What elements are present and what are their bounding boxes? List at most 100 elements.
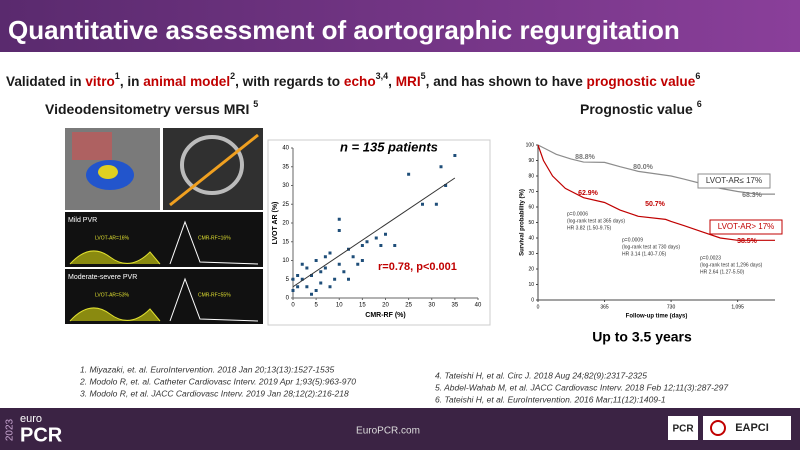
y-tick-label: 20 [282, 221, 289, 227]
stat-note: p=0.0023 [700, 255, 721, 261]
survival-label: 38.5% [737, 238, 758, 245]
subtitle-part: vitro [85, 74, 114, 89]
x-tick-label: 10 [336, 303, 343, 309]
reference: 4. Tateishi H, et al. Circ J. 2018 Aug 2… [435, 370, 647, 380]
panel-label: Moderate-severe PVR [68, 274, 137, 281]
stat-note: (log-rank test at 1,296 days) [700, 262, 763, 268]
x-tick-label: 15 [359, 303, 366, 309]
point [444, 184, 448, 187]
footer-url: EuroPCR.com [356, 426, 420, 437]
stat-note: HR 2.64 (1.27-5.50) [700, 269, 745, 275]
stat-note: p=0.0009 [622, 237, 643, 243]
subtitle-part: , [388, 74, 396, 89]
reference: 1. Miyazaki, et. al. EuroIntervention. 2… [80, 364, 334, 374]
mri-region [72, 132, 112, 160]
reference: 3. Modolo R, et al. JACC Cardiovasc Inte… [80, 388, 349, 398]
subtitle-part: , in [120, 74, 143, 89]
stat: r=0.78, p<0.001 [378, 261, 457, 273]
y-tick-label: 40 [282, 146, 289, 152]
y-tick-label: 100 [526, 142, 535, 148]
survival-line [537, 144, 775, 195]
header-bar [0, 0, 800, 52]
x-tick-label: 5 [314, 303, 318, 309]
point [337, 262, 341, 266]
y-axis-label: Survival probability (%) [520, 189, 526, 256]
y-tick-label: 5 [286, 277, 290, 283]
footer-bar [0, 408, 800, 450]
mri-line [169, 133, 259, 207]
point [384, 232, 387, 236]
survival-label: 68.3% [742, 192, 763, 199]
point [328, 251, 332, 255]
survival-line [537, 144, 775, 241]
y-tick-label: 15 [282, 239, 289, 245]
subtitle-part: , and has shown to have [426, 74, 587, 89]
point [333, 277, 337, 281]
annotation: n = 135 patients [340, 139, 438, 154]
x-tick-label: 40 [475, 303, 482, 309]
subtitle-part: 2 [230, 71, 235, 81]
survival-label: 62.9% [578, 190, 599, 197]
y-tick-label: 70 [528, 189, 534, 195]
point [337, 229, 341, 232]
survival-label: 80.0% [633, 164, 654, 171]
point [314, 259, 318, 262]
y-tick-label: 35 [282, 164, 289, 170]
point [300, 277, 304, 281]
curve [69, 307, 161, 322]
point [319, 281, 323, 285]
subtitle-part: Validated in [6, 74, 85, 89]
y-tick-label: 30 [528, 251, 534, 257]
point [305, 266, 309, 270]
point [291, 289, 295, 292]
panel-value: CMR-RF=55% [198, 292, 231, 298]
x-tick-label: 0 [537, 304, 540, 310]
stat-note: (log-rank test at 365 days) [567, 218, 625, 224]
stat-note: HR 3.82 (1.50-9.75) [567, 225, 612, 231]
logo-heart [710, 420, 726, 436]
reference: 5. Abdel-Wahab M, et al. JACC Cardiovasc… [435, 382, 728, 392]
curve [69, 250, 161, 265]
panel-label: Mild PVR [68, 217, 97, 224]
subtitle-part: , with regards to [235, 74, 344, 89]
reference: 2. Modolo R, et. al. Catheter Cardiovasc… [79, 376, 356, 386]
curve [169, 220, 259, 265]
panel-value: LVOT-AR=53% [95, 292, 130, 298]
point [393, 244, 397, 247]
point [342, 270, 346, 274]
y-tick-label: 30 [282, 183, 289, 189]
point [300, 262, 304, 266]
subtitle-part: prognostic value [587, 74, 696, 89]
point [379, 244, 383, 247]
stat-note: p=0.0006 [567, 211, 588, 217]
footnote: Up to 3.5 years [592, 329, 692, 345]
x-axis-label: CMR-RF (%) [365, 312, 405, 319]
reference: 6. Tateishi H, et al. EuroIntervention. … [435, 394, 666, 404]
point [374, 236, 378, 240]
footer-brand: euro [20, 413, 42, 425]
footer-year: 2023 [5, 418, 16, 441]
subtitle-part: 6 [695, 71, 700, 81]
mri-jet-core [98, 165, 118, 179]
y-tick-label: 90 [528, 158, 534, 164]
point [421, 202, 424, 206]
x-tick-label: 35 [452, 303, 459, 309]
legend-label: LVOT-AR> 17% [718, 222, 775, 231]
y-tick-label: 20 [528, 266, 534, 272]
y-tick-label: 10 [528, 282, 534, 288]
subtitle-part: 1 [115, 71, 120, 81]
point [323, 266, 327, 270]
heading-sup: 5 [253, 99, 258, 109]
point [305, 285, 309, 289]
stat-note: (log-rank test at 730 days) [622, 244, 680, 250]
point [356, 262, 360, 266]
subtitle: Validated in vitro1, in animal model2, w… [6, 71, 700, 88]
point [296, 285, 300, 289]
y-tick-label: 80 [528, 173, 534, 179]
subtitle-part: echo [344, 74, 376, 89]
subtitle-part: 3,4 [376, 71, 389, 81]
x-tick-label: 20 [382, 303, 389, 309]
survival-label: 50.7% [645, 201, 666, 208]
y-tick-label: 40 [528, 235, 534, 241]
x-tick-label: 30 [428, 303, 435, 309]
